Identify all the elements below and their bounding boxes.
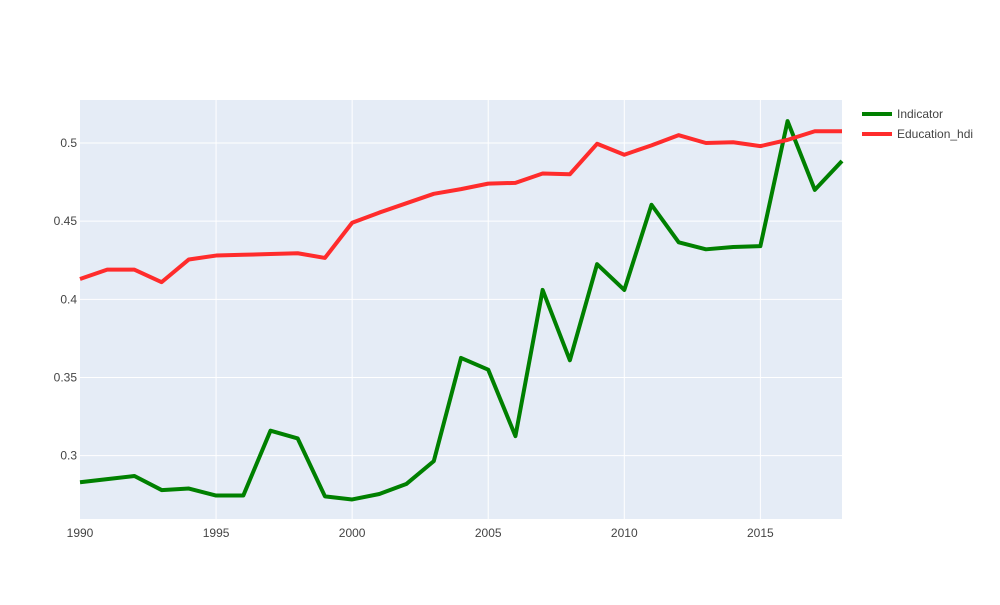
x-tick-label: 2010 [611,526,638,540]
plot-background [80,100,842,519]
series-line-indicator[interactable] [79,119,844,502]
x-tick-label: 2015 [747,526,774,540]
x-tick-label: 2000 [339,526,366,540]
series-line-education-hdi[interactable] [79,129,842,285]
y-tick-label: 0.3 [60,449,77,463]
y-tick-label: 0.45 [54,214,78,228]
legend-item-indicator[interactable]: Indicator [862,107,943,121]
x-axis: 1990 1995 2000 2005 2010 2015 [67,526,774,540]
series-lines [79,119,844,502]
y-tick-label: 0.5 [60,136,77,150]
legend-label: Education_hdi [897,127,973,141]
legend[interactable]: Indicator Education_hdi [862,107,973,141]
y-axis: 0.3 0.35 0.4 0.45 0.5 [54,136,78,463]
legend-item-education-hdi[interactable]: Education_hdi [862,127,973,141]
legend-label: Indicator [897,107,943,121]
y-tick-label: 0.4 [60,292,77,306]
x-tick-label: 1995 [203,526,230,540]
x-tick-label: 2005 [475,526,502,540]
x-tick-label: 1990 [67,526,94,540]
y-tick-label: 0.35 [54,371,78,385]
